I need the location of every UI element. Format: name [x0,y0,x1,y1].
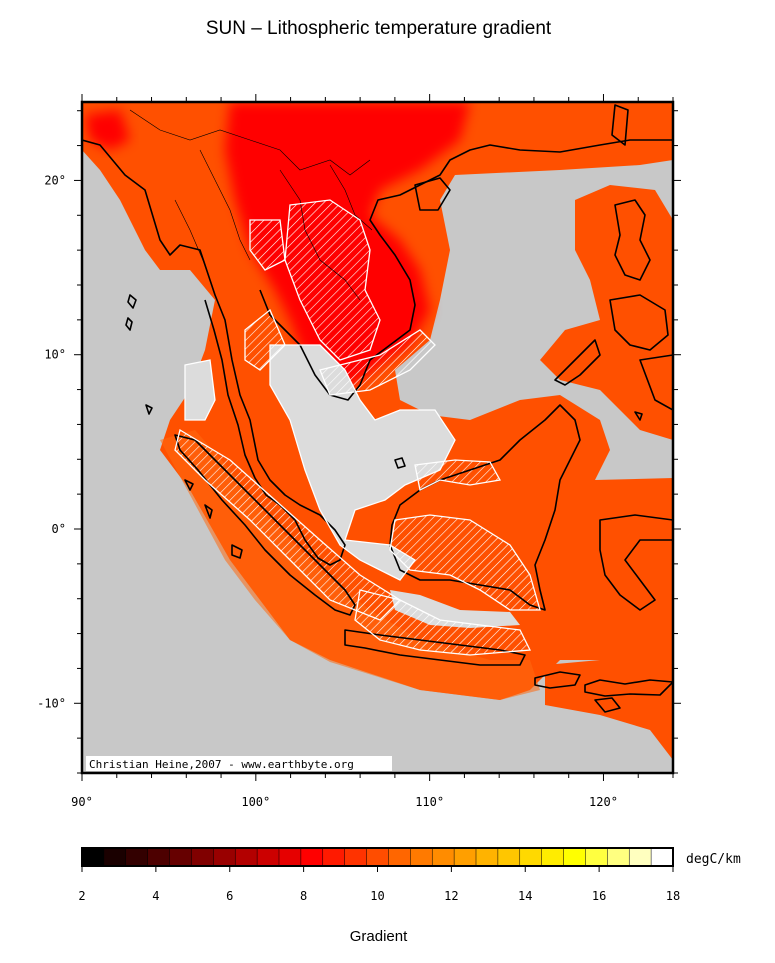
lat-tick-label: 10° [44,348,66,362]
colorbar-swatch [431,847,455,867]
basin-outlines [174,199,541,656]
colorbar-tick-label: 14 [518,889,532,903]
colorbar-tick-label: 16 [592,889,606,903]
lat-tick-label: 20° [44,173,66,187]
colorbar-tick-label: 18 [666,889,680,903]
colorbar-swatch [191,847,215,867]
lon-tick-labels: 90° 100° 110° 120° [71,795,618,809]
colorbar-swatch [366,847,390,867]
colorbar-swatch [475,847,499,867]
lat-tick-label: 0° [52,522,66,536]
frame-ticks [74,94,681,781]
colorbar-swatch [344,847,368,867]
colorbar-tick-label: 8 [300,889,307,903]
colorbar-swatch [234,847,258,867]
colorbar-unit: degC/km [686,852,741,867]
lat-tick-labels: 20° 10° 0° -10° [37,173,66,710]
lat-tick-label: -10° [37,696,66,710]
map-frame [80,100,675,775]
colorbar [81,847,674,867]
colorbar-swatch [278,847,302,867]
colorbar-swatch [650,847,674,867]
colorbar-swatch [497,847,521,867]
colorbar-swatch [628,847,652,867]
colorbar-swatch [519,847,543,867]
colorbar-tick-label: 2 [78,889,85,903]
colorbar-ticks: 2 4 6 8 10 12 14 16 18 [78,866,680,903]
colorbar-swatch [607,847,630,867]
colorbar-swatch [453,847,477,867]
colorbar-swatch [541,847,565,867]
colorbar-swatch [213,847,236,867]
colorbar-label: Gradient [349,928,408,945]
colorbar-tick-label: 12 [444,889,458,903]
lon-tick-label: 120° [589,795,618,809]
colorbar-swatch [125,847,149,867]
colorbar-swatch [300,847,324,867]
lon-tick-label: 100° [241,795,270,809]
colorbar-swatch [256,847,280,867]
credit-text: Christian Heine,2007 - www.earthbyte.org [89,758,354,771]
colorbar-swatch [585,847,609,867]
colorbar-swatch [147,847,171,867]
credit-box [86,756,392,771]
lon-tick-label: 110° [415,795,444,809]
colorbar-swatch [169,847,193,867]
lon-tick-label: 90° [71,795,93,809]
colorbar-swatch [103,847,127,867]
colorbar-swatch [563,847,587,867]
political-borders [129,109,373,301]
colorbar-swatch [81,847,105,867]
colorbar-tick-label: 6 [226,889,233,903]
colorbar-swatch [388,847,412,867]
colorbar-swatch [322,847,346,867]
colorbar-tick-label: 4 [152,889,159,903]
map-title: SUN – Lithospheric temperature gradient [205,18,552,39]
coastlines [82,104,673,713]
colorbar-tick-label: 10 [370,889,384,903]
colorbar-swatch [410,847,433,867]
